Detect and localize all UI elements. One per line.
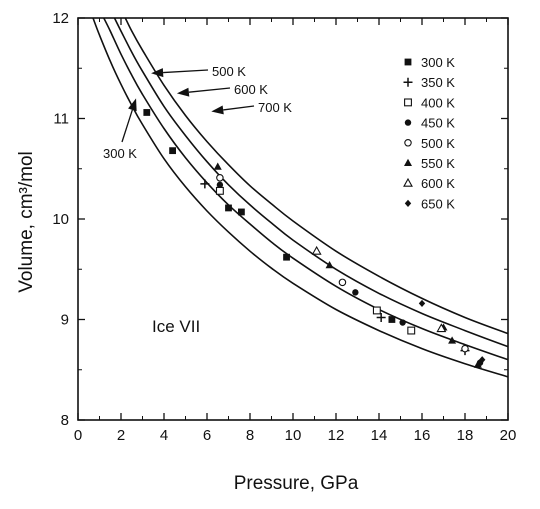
axes: 0 2 4 6 8 10 12 14 16 18 20 8 9 10 11 12 <box>52 10 516 444</box>
legend-marker <box>403 177 413 187</box>
x-tick-label: 14 <box>371 427 388 444</box>
data-point-350k <box>376 312 386 322</box>
data-point-400k <box>372 306 381 315</box>
legend-marker <box>404 199 412 207</box>
curve-700k <box>124 17 509 335</box>
annotation-arrow-head <box>128 98 137 112</box>
data-point-300k <box>238 208 245 216</box>
curve-annotations: 500 K 600 K 700 K 300 K <box>103 64 292 161</box>
x-tick-label: 16 <box>414 427 431 444</box>
annotation-arrow-line <box>163 69 209 74</box>
legend-label: 300 K <box>421 55 455 70</box>
legend-marker <box>404 119 412 126</box>
fit-curves <box>92 17 509 378</box>
legend-label: 450 K <box>421 116 455 131</box>
x-tick-label: 18 <box>457 427 474 444</box>
data-point-550k <box>473 360 482 368</box>
data-point-300k <box>143 109 151 116</box>
annotation-arrow-head <box>211 105 224 115</box>
data-point-600k <box>436 323 447 333</box>
annotation-label: 300 K <box>103 146 137 161</box>
curve-600k <box>113 17 509 348</box>
x-tick-label: 10 <box>285 427 302 444</box>
y-axis-title: Volume, cm³/mol <box>16 151 37 292</box>
curve-300k <box>92 17 509 378</box>
data-points <box>143 109 486 368</box>
data-point-300k <box>169 147 176 155</box>
legend-marker <box>404 158 412 166</box>
data-point-400k <box>407 326 416 335</box>
annotation-arrow-head <box>151 68 164 78</box>
data-point-300k <box>225 204 232 212</box>
legend-marker <box>403 77 413 87</box>
x-tick-label: 8 <box>246 427 254 444</box>
y-tick-label: 12 <box>52 10 69 27</box>
x-tick-label: 0 <box>74 427 82 444</box>
annotation-label: 600 K <box>234 82 268 97</box>
data-point-550k <box>213 162 222 170</box>
x-axis-title: Pressure, GPa <box>234 473 359 494</box>
y-tick-label: 9 <box>61 312 69 329</box>
annotation-label: 500 K <box>212 64 246 79</box>
annotation-arrow-line <box>223 105 255 111</box>
data-point-550k <box>448 336 457 344</box>
annotation-arrow-head <box>176 87 190 97</box>
data-point-450k <box>216 181 224 189</box>
data-point-300k <box>388 316 396 323</box>
data-point-300k <box>283 253 290 261</box>
data-point-350k <box>200 179 210 189</box>
legend-marker <box>404 98 412 107</box>
data-point-650k <box>418 299 426 308</box>
data-point-500k <box>461 344 469 353</box>
legend-label: 350 K <box>421 75 455 90</box>
x-tick-label: 4 <box>160 427 168 444</box>
y-tick-label: 11 <box>53 111 69 128</box>
legend: 300 K 350 K 400 K 450 K 500 K 550 K 600 K 650 K <box>403 55 455 211</box>
annotation-label: 700 K <box>258 100 292 115</box>
x-tick-label: 2 <box>117 427 125 444</box>
data-point-400k <box>215 186 224 195</box>
legend-label: 400 K <box>421 95 455 110</box>
legend-marker <box>404 139 412 147</box>
data-point-450k <box>399 319 406 326</box>
plot-label: Ice VII <box>152 317 200 336</box>
legend-label: 500 K <box>421 136 455 151</box>
x-tick-label: 20 <box>500 427 517 444</box>
data-point-600k <box>311 245 322 255</box>
legend-label: 650 K <box>421 196 455 211</box>
annotation-arrow-line <box>121 109 133 143</box>
annotation-arrow-line <box>188 87 231 93</box>
x-tick-label: 12 <box>328 427 345 444</box>
x-tick-label: 6 <box>203 427 211 444</box>
data-point-500k <box>338 278 347 287</box>
legend-label: 550 K <box>421 156 455 171</box>
legend-label: 600 K <box>421 176 455 191</box>
legend-marker <box>404 58 412 66</box>
data-point-550k <box>325 261 334 269</box>
data-point-450k <box>352 289 359 296</box>
data-point-650k <box>479 356 486 364</box>
y-tick-label: 8 <box>61 412 69 429</box>
y-tick-label: 10 <box>52 211 69 228</box>
data-point-500k <box>216 174 224 182</box>
